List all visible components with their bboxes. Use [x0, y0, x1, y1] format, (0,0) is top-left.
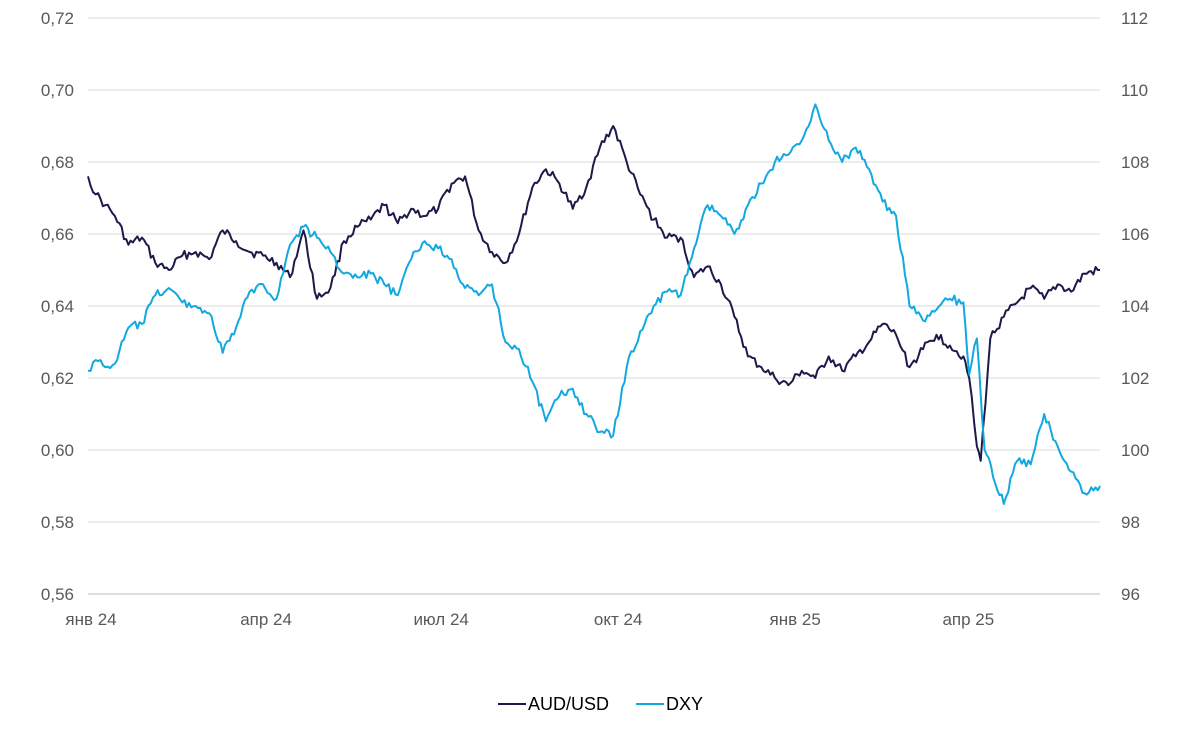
- right-tick-label: 110: [1121, 81, 1148, 100]
- right-tick-label: 104: [1121, 297, 1149, 316]
- series-lines: [87, 103, 1101, 505]
- left-tick-label: 0,68: [41, 153, 74, 172]
- right-tick-label: 106: [1121, 225, 1149, 244]
- left-axis-ticks: 0,56 0,58 0,60 0,62 0,64 0,66 0,68 0,70 0,72: [41, 9, 74, 604]
- left-tick-label: 0,62: [41, 369, 74, 388]
- legend-item-dxy: DXY: [636, 694, 703, 714]
- right-tick-label: 102: [1121, 369, 1149, 388]
- left-tick-label: 0,72: [41, 9, 74, 28]
- right-tick-label: 100: [1121, 441, 1149, 460]
- left-tick-label: 0,70: [41, 81, 74, 100]
- x-tick-label: янв 25: [770, 610, 821, 629]
- series-line-aud-usd: [87, 125, 1100, 462]
- x-tick-label: апр 25: [942, 610, 994, 629]
- right-tick-label: 98: [1121, 513, 1140, 532]
- series-line-dxy: [87, 103, 1101, 505]
- right-axis-ticks: 96 98 100 102 104 106 108 110 112: [1121, 9, 1149, 604]
- legend-label: AUD/USD: [528, 694, 609, 714]
- right-tick-label: 96: [1121, 585, 1140, 604]
- x-tick-label: июл 24: [413, 610, 468, 629]
- legend: AUD/USD DXY: [498, 694, 703, 714]
- left-tick-label: 0,66: [41, 225, 74, 244]
- right-tick-label: 112: [1121, 9, 1148, 28]
- x-tick-label: апр 24: [240, 610, 292, 629]
- legend-item-aud-usd: AUD/USD: [498, 694, 609, 714]
- x-tick-label: окт 24: [594, 610, 643, 629]
- left-tick-label: 0,58: [41, 513, 74, 532]
- x-tick-label: янв 24: [65, 610, 116, 629]
- x-axis-ticks: янв 24 апр 24 июл 24 окт 24 янв 25 апр 25: [65, 610, 994, 629]
- left-tick-label: 0,60: [41, 441, 74, 460]
- legend-label: DXY: [666, 694, 703, 714]
- left-tick-label: 0,64: [41, 297, 74, 316]
- right-tick-label: 108: [1121, 153, 1149, 172]
- gridlines: [88, 17, 1100, 595]
- left-tick-label: 0,56: [41, 585, 74, 604]
